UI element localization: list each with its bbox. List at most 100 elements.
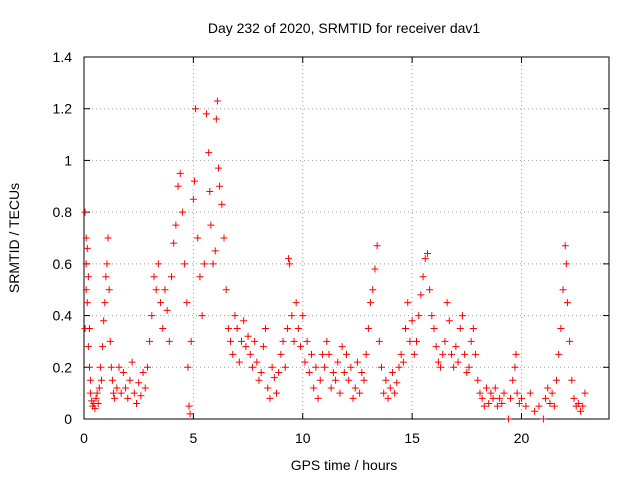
data-point: [397, 350, 405, 358]
data-point: [279, 337, 287, 345]
data-point: [465, 363, 473, 371]
data-point: [94, 399, 102, 407]
data-point: [281, 363, 289, 371]
data-point: [461, 350, 469, 358]
data-point: [423, 250, 431, 258]
data-point: [148, 312, 156, 320]
data-point: [308, 350, 315, 358]
data-point: [268, 363, 276, 371]
data-point: [216, 182, 224, 190]
data-point: [102, 273, 110, 281]
data-point: [187, 337, 195, 345]
data-point: [185, 402, 193, 410]
data-point: [257, 368, 265, 376]
data-point: [229, 350, 237, 358]
data-point: [213, 97, 221, 105]
data-point: [345, 376, 353, 384]
data-point: [485, 399, 493, 407]
data-point: [84, 273, 92, 281]
x-tick-label: 10: [295, 430, 311, 446]
data-point: [130, 389, 138, 397]
data-point: [215, 164, 223, 172]
data-point: [496, 394, 504, 402]
data-point: [301, 358, 309, 366]
y-tick-label: 1: [64, 152, 72, 168]
data-point: [386, 384, 394, 392]
data-point: [181, 260, 189, 268]
data-point: [358, 368, 366, 376]
data-point: [566, 337, 574, 345]
data-point: [220, 234, 228, 242]
data-point: [266, 394, 274, 402]
data-point: [211, 247, 219, 255]
data-point: [421, 255, 429, 263]
data-point: [557, 325, 565, 332]
data-point: [192, 105, 200, 113]
data-point: [437, 363, 445, 371]
data-point: [546, 399, 554, 407]
data-point: [235, 358, 243, 366]
data-point: [82, 260, 90, 268]
data-point: [303, 337, 311, 345]
data-point: [382, 376, 390, 384]
x-tick-label: 0: [80, 430, 88, 446]
data-point: [178, 208, 186, 216]
data-point: [448, 350, 455, 358]
data-point: [452, 343, 460, 351]
data-point: [327, 384, 335, 392]
y-tick-label: 0.2: [53, 359, 73, 375]
data-point: [119, 368, 127, 376]
data-point: [244, 332, 252, 340]
data-point: [103, 260, 111, 268]
data-point: [399, 358, 407, 366]
data-point: [259, 343, 267, 351]
data-point: [515, 399, 523, 407]
data-point: [122, 384, 130, 392]
data-point: [154, 260, 162, 268]
data-point: [500, 389, 508, 397]
data-point: [224, 325, 232, 332]
data-point: [369, 286, 377, 294]
data-points: [81, 97, 589, 423]
data-point: [410, 350, 418, 358]
data-point: [353, 358, 361, 366]
data-point: [456, 325, 464, 332]
data-point: [441, 337, 449, 345]
data-point: [275, 368, 283, 376]
data-point: [426, 286, 434, 294]
data-point: [443, 299, 451, 307]
data-point: [483, 384, 490, 392]
data-point: [288, 312, 296, 320]
data-point: [183, 299, 191, 307]
data-point: [428, 312, 436, 320]
data-point: [450, 363, 458, 371]
data-point: [375, 337, 383, 345]
data-point: [406, 337, 414, 345]
data-point: [469, 325, 477, 332]
data-point: [205, 149, 213, 157]
data-point: [253, 358, 261, 366]
data-point: [285, 255, 293, 263]
data-point: [489, 394, 497, 402]
data-point: [531, 407, 539, 415]
data-point: [542, 394, 550, 402]
data-point: [476, 389, 484, 397]
data-point: [555, 350, 563, 358]
chart-title: Day 232 of 2020, SRMTID for receiver dav…: [208, 20, 481, 36]
data-point: [100, 317, 108, 325]
data-point: [391, 389, 399, 397]
y-axis-label: SRMTID / TECUs: [6, 183, 22, 293]
data-point: [434, 358, 442, 366]
data-point: [513, 389, 521, 397]
data-point: [110, 389, 118, 397]
data-point: [297, 343, 305, 351]
data-point: [150, 273, 158, 281]
data-point: [277, 350, 285, 358]
data-point: [143, 363, 151, 371]
data-point: [206, 187, 214, 195]
data-point: [430, 325, 438, 332]
data-point: [200, 260, 208, 268]
data-point: [81, 208, 89, 216]
data-point: [233, 325, 241, 332]
